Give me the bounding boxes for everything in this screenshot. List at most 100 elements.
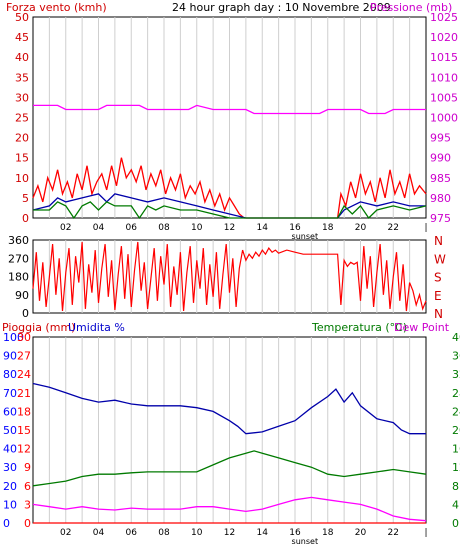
x-tick-label: 14 (257, 223, 269, 233)
x-tick-label: 14 (257, 528, 269, 538)
temperature-tick-label: 4 (452, 498, 459, 511)
x-tick-label: 02 (60, 528, 71, 538)
chart-title: 24 hour graph day : 10 Novembre 2009 (172, 1, 391, 14)
wind-tick-label: 50 (15, 11, 29, 24)
rain-axis-title: Pioggia (mm) (2, 321, 75, 334)
wind-tick-label: 0 (22, 212, 29, 225)
temperature-axis-title: Temperatura (°C) (311, 321, 407, 334)
temperature-tick-label: 8 (452, 480, 459, 493)
wind_green-series (33, 201, 427, 220)
humidity-tick-label: 50 (3, 424, 17, 437)
x-tick-label: 08 (158, 528, 170, 538)
wind-tick-label: 45 (15, 31, 29, 44)
humidity-tick-label: 20 (3, 480, 17, 493)
temperature-tick-label: 40 (452, 331, 460, 344)
pressure-tick-label: 1020 (430, 31, 458, 44)
direction-tick-label: 90 (15, 289, 29, 302)
wind-tick-label: 25 (15, 112, 29, 125)
compass-tick-label: N (434, 307, 443, 321)
wind-tick-label: 20 (15, 132, 29, 145)
x-tick-label: 16 (289, 528, 301, 538)
sunset-label: sunset (292, 537, 319, 546)
x-tick-label: 08 (158, 223, 170, 233)
temperature-tick-label: 16 (452, 443, 460, 456)
x-tick-label: 02 (60, 223, 71, 233)
rain-tick-label: 21 (17, 387, 31, 400)
humidity-tick-label: 30 (3, 461, 17, 474)
humidity-tick-label: 70 (3, 387, 17, 400)
compass-tick-label: N (434, 234, 443, 248)
pressure-tick-label: 1005 (430, 91, 458, 104)
direction-tick-label: 360 (8, 234, 29, 247)
compass-tick-label: W (434, 252, 446, 266)
rain-tick-label: 27 (17, 350, 31, 363)
temperature-tick-label: 28 (452, 387, 460, 400)
temperature-tick-label: 20 (452, 424, 460, 437)
x-tick-label: 12 (224, 528, 235, 538)
temperature-series (32, 450, 427, 487)
x-tick-label: 18 (322, 223, 334, 233)
x-tick-label: 06 (126, 223, 138, 233)
pressure-tick-label: 975 (430, 212, 451, 225)
direction-tick-label: 0 (22, 307, 29, 320)
direction-tick-label: 270 (8, 252, 29, 265)
x-tick-label: 22 (388, 528, 399, 538)
x-tick-label: 20 (355, 528, 367, 538)
x-tick-label: 22 (388, 223, 399, 233)
pressure-series (33, 104, 426, 115)
compass-tick-label: S (434, 271, 442, 285)
rain-tick-label: 30 (17, 331, 31, 344)
sunset-label: sunset (292, 232, 319, 241)
rain-tick-label: 24 (17, 368, 31, 381)
humidity-tick-label: 80 (3, 368, 17, 381)
pressure-tick-label: 985 (430, 172, 451, 185)
dew_point-series (32, 496, 427, 522)
humidity-tick-label: 90 (3, 350, 17, 363)
rain-tick-label: 15 (17, 424, 31, 437)
rain-tick-label: 3 (24, 498, 31, 511)
temperature-tick-label: 12 (452, 461, 460, 474)
compass-tick-label: E (434, 289, 442, 303)
pressure-tick-label: 1000 (430, 112, 458, 125)
wind-tick-label: 35 (15, 71, 29, 84)
wind-tick-label: 40 (15, 51, 29, 64)
direction-tick-label: 180 (8, 271, 29, 284)
rain-tick-label: 6 (24, 480, 31, 493)
direction-series (32, 241, 427, 312)
pressure-tick-label: 995 (430, 132, 451, 145)
x-tick-label: 20 (355, 223, 367, 233)
wind-axis-title: Forza vento (kmh) (6, 1, 107, 14)
rain-tick-label: 12 (17, 443, 31, 456)
humidity-tick-label: 40 (3, 443, 17, 456)
wind_avg-series (32, 193, 426, 219)
temperature-tick-label: 36 (452, 350, 460, 363)
x-tick-end: | (424, 528, 427, 538)
rain-tick-label: 9 (24, 461, 31, 474)
wind-tick-label: 10 (15, 172, 29, 185)
x-tick-label: 10 (191, 528, 203, 538)
pressure-axis-title: Pressione (mb) (370, 1, 452, 14)
x-tick-label: 12 (224, 223, 235, 233)
rain-tick-label: 18 (17, 405, 31, 418)
humidity-axis-title: Umidita % (68, 321, 125, 334)
temperature-tick-label: 32 (452, 368, 460, 381)
humidity-series (32, 382, 426, 435)
x-tick-label: 06 (126, 528, 138, 538)
humidity-tick-label: 100 (3, 331, 24, 344)
x-tick-label: 10 (191, 223, 203, 233)
x-tick-label: 18 (322, 528, 334, 538)
pressure-tick-label: 1015 (430, 51, 458, 64)
pressure-tick-label: 1010 (430, 71, 458, 84)
wind-tick-label: 5 (22, 192, 29, 205)
x-tick-label: 04 (93, 223, 105, 233)
x-tick-end: | (424, 223, 427, 233)
pressure-tick-label: 990 (430, 152, 451, 165)
rain-tick-label: 0 (24, 517, 31, 530)
wind-tick-label: 15 (15, 152, 29, 165)
humidity-tick-label: 10 (3, 498, 17, 511)
temperature-tick-label: 24 (452, 405, 460, 418)
pressure-tick-label: 1025 (430, 11, 458, 24)
x-tick-label: 04 (93, 528, 105, 538)
